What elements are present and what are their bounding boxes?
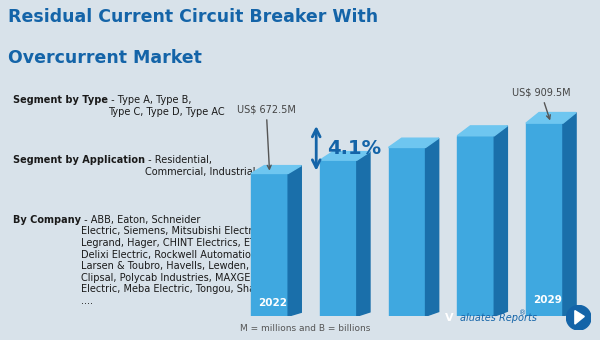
Polygon shape [457,136,494,316]
Text: US$ 909.5M: US$ 909.5M [512,87,570,119]
Polygon shape [251,166,301,173]
Text: 2022: 2022 [259,298,287,308]
Polygon shape [389,138,439,148]
Polygon shape [526,123,563,316]
Text: US$ 672.5M: US$ 672.5M [237,104,296,169]
Polygon shape [320,152,370,160]
Polygon shape [526,113,576,123]
Polygon shape [389,148,425,316]
Polygon shape [320,160,357,316]
Text: 2029: 2029 [533,295,562,305]
Text: Segment by Type: Segment by Type [13,95,107,105]
Polygon shape [457,126,508,136]
Text: - Type A, Type B,
Type C, Type D, Type AC: - Type A, Type B, Type C, Type D, Type A… [107,95,224,117]
Polygon shape [563,113,576,316]
Text: M = millions and B = billions: M = millions and B = billions [240,324,370,333]
Text: ®: ® [519,310,526,317]
Polygon shape [357,152,370,316]
Text: Segment by Application: Segment by Application [13,155,145,165]
Text: By Company: By Company [13,215,80,225]
Text: - Residential,
Commercial, Industrial: - Residential, Commercial, Industrial [145,155,255,177]
Polygon shape [566,306,591,330]
Text: - ABB, Eaton, Schneider
Electric, Siemens, Mitsubishi Electric,
Legrand, Hager, : - ABB, Eaton, Schneider Electric, Siemen… [80,215,282,306]
Polygon shape [494,126,508,316]
Polygon shape [251,173,288,316]
Text: aluates Reports: aluates Reports [460,312,537,323]
Polygon shape [575,311,584,324]
Text: Residual Current Circuit Breaker With: Residual Current Circuit Breaker With [8,8,378,27]
Polygon shape [425,138,439,316]
Text: Overcurrent Market: Overcurrent Market [8,49,202,67]
Polygon shape [288,166,301,316]
Text: V: V [445,313,454,323]
Text: 4.1%: 4.1% [327,139,381,158]
